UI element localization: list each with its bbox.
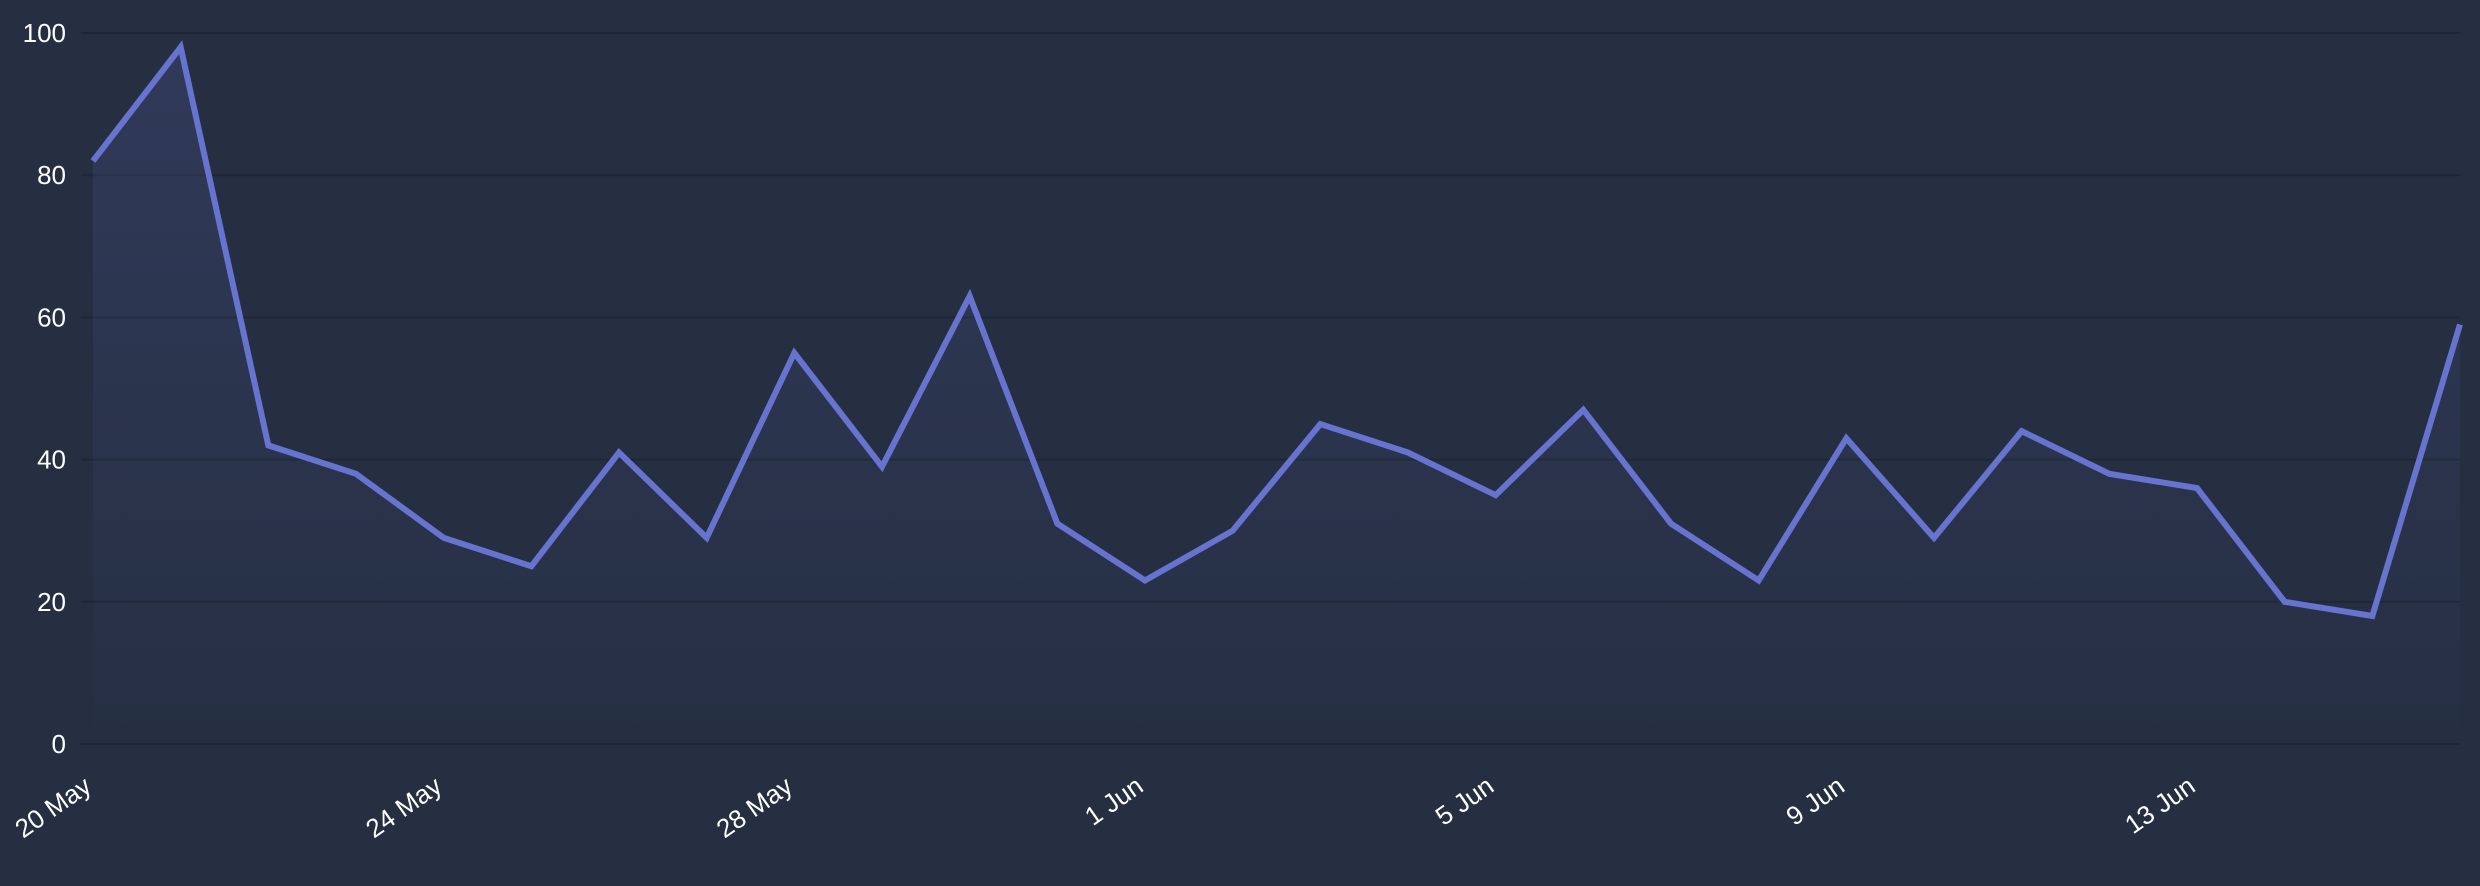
data-point: [1230, 528, 1236, 534]
data-point: [2457, 322, 2463, 328]
data-point: [967, 293, 973, 299]
x-tick-label: 13 Jun: [2119, 770, 2200, 839]
data-point: [441, 535, 447, 541]
y-tick-label: 60: [37, 302, 66, 332]
y-tick-label: 80: [37, 160, 66, 190]
data-point: [90, 158, 96, 164]
x-tick-label: 28 May: [711, 770, 798, 843]
data-point: [1668, 521, 1674, 527]
data-point: [704, 535, 710, 541]
data-point: [528, 563, 534, 569]
data-point: [265, 442, 271, 448]
data-point: [616, 449, 622, 455]
x-tick-label: 20 May: [9, 770, 96, 843]
y-tick-label: 0: [52, 729, 66, 759]
data-point: [353, 471, 359, 477]
data-point: [791, 350, 797, 356]
data-point: [2369, 613, 2375, 619]
series-area-fill: [93, 47, 2460, 745]
data-point: [1493, 492, 1499, 498]
data-point: [1142, 577, 1148, 583]
data-point: [1580, 407, 1586, 413]
data-point: [1843, 435, 1849, 441]
series-layer: [90, 40, 2463, 745]
series-line: [90, 40, 2463, 620]
data-point: [1054, 521, 1060, 527]
data-point: [1931, 535, 1937, 541]
data-point: [2019, 428, 2025, 434]
y-tick-label: 100: [23, 18, 66, 48]
data-point: [1756, 577, 1762, 583]
data-point: [2194, 485, 2200, 491]
data-point: [1405, 449, 1411, 455]
x-axis-tick-labels: 20 May 24 May 28 May 1 Jun 5 Jun 9 Jun 13 Jun: [9, 770, 2200, 843]
data-point: [2106, 471, 2112, 477]
data-point: [1317, 421, 1323, 427]
y-tick-label: 40: [37, 445, 66, 475]
data-point: [178, 44, 184, 50]
x-tick-label: 5 Jun: [1430, 770, 1499, 831]
x-tick-label: 24 May: [360, 770, 447, 843]
x-tick-label: 1 Jun: [1079, 770, 1148, 831]
x-tick-label: 9 Jun: [1780, 770, 1849, 831]
data-point: [2282, 599, 2288, 605]
y-axis-tick-labels: 0 20 40 60 80 100: [23, 18, 66, 759]
data-point: [879, 464, 885, 470]
y-tick-label: 20: [37, 587, 66, 617]
